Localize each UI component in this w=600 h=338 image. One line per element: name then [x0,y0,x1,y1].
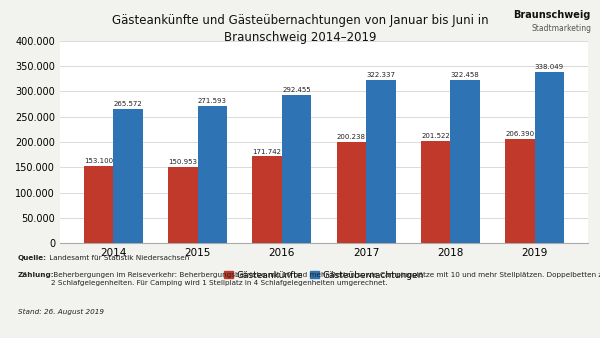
Text: 171.742: 171.742 [253,148,281,154]
Bar [505,139,535,243]
Text: Landesamt für Statistik Niedersachsen: Landesamt für Statistik Niedersachsen [47,255,189,261]
Bar [282,95,311,243]
Text: 206.390: 206.390 [505,131,535,137]
Bar [168,167,197,243]
Bar [535,72,564,243]
Bar [197,106,227,243]
Bar [84,166,113,243]
Legend: Gästeankünfte, Gästeübernachtungen: Gästeankünfte, Gästeübernachtungen [220,267,428,284]
Text: Stadtmarketing: Stadtmarketing [531,24,591,33]
Text: Quelle:: Quelle: [18,255,47,261]
Text: 153.100: 153.100 [84,158,113,164]
Bar [113,109,143,243]
Text: 150.953: 150.953 [169,159,197,165]
Text: 200.238: 200.238 [337,134,366,140]
Text: 271.593: 271.593 [198,98,227,104]
Bar [421,141,451,243]
Bar [366,80,395,243]
Text: Beherbergungen im Reiseverkehr: Beherbergungsbetriebe mit 10 und mehr Betten sow: Beherbergungen im Reiseverkehr: Beherber… [51,272,600,286]
Text: Zählung:: Zählung: [18,272,55,278]
Text: Braunschweig: Braunschweig [514,10,591,20]
Text: 322.458: 322.458 [451,72,479,78]
Bar [337,142,366,243]
Bar [451,80,480,243]
Text: Gästeankünfte und Gästeübernachtungen von Januar bis Juni in
Braunschweig 2014–2: Gästeankünfte und Gästeübernachtungen vo… [112,14,488,44]
Text: 338.049: 338.049 [535,64,564,70]
Text: 201.522: 201.522 [421,134,450,139]
Text: 292.455: 292.455 [283,87,311,93]
Text: 265.572: 265.572 [114,101,143,107]
Text: Stand: 26. August 2019: Stand: 26. August 2019 [18,309,104,315]
Bar [253,156,282,243]
Text: 322.337: 322.337 [367,72,395,78]
